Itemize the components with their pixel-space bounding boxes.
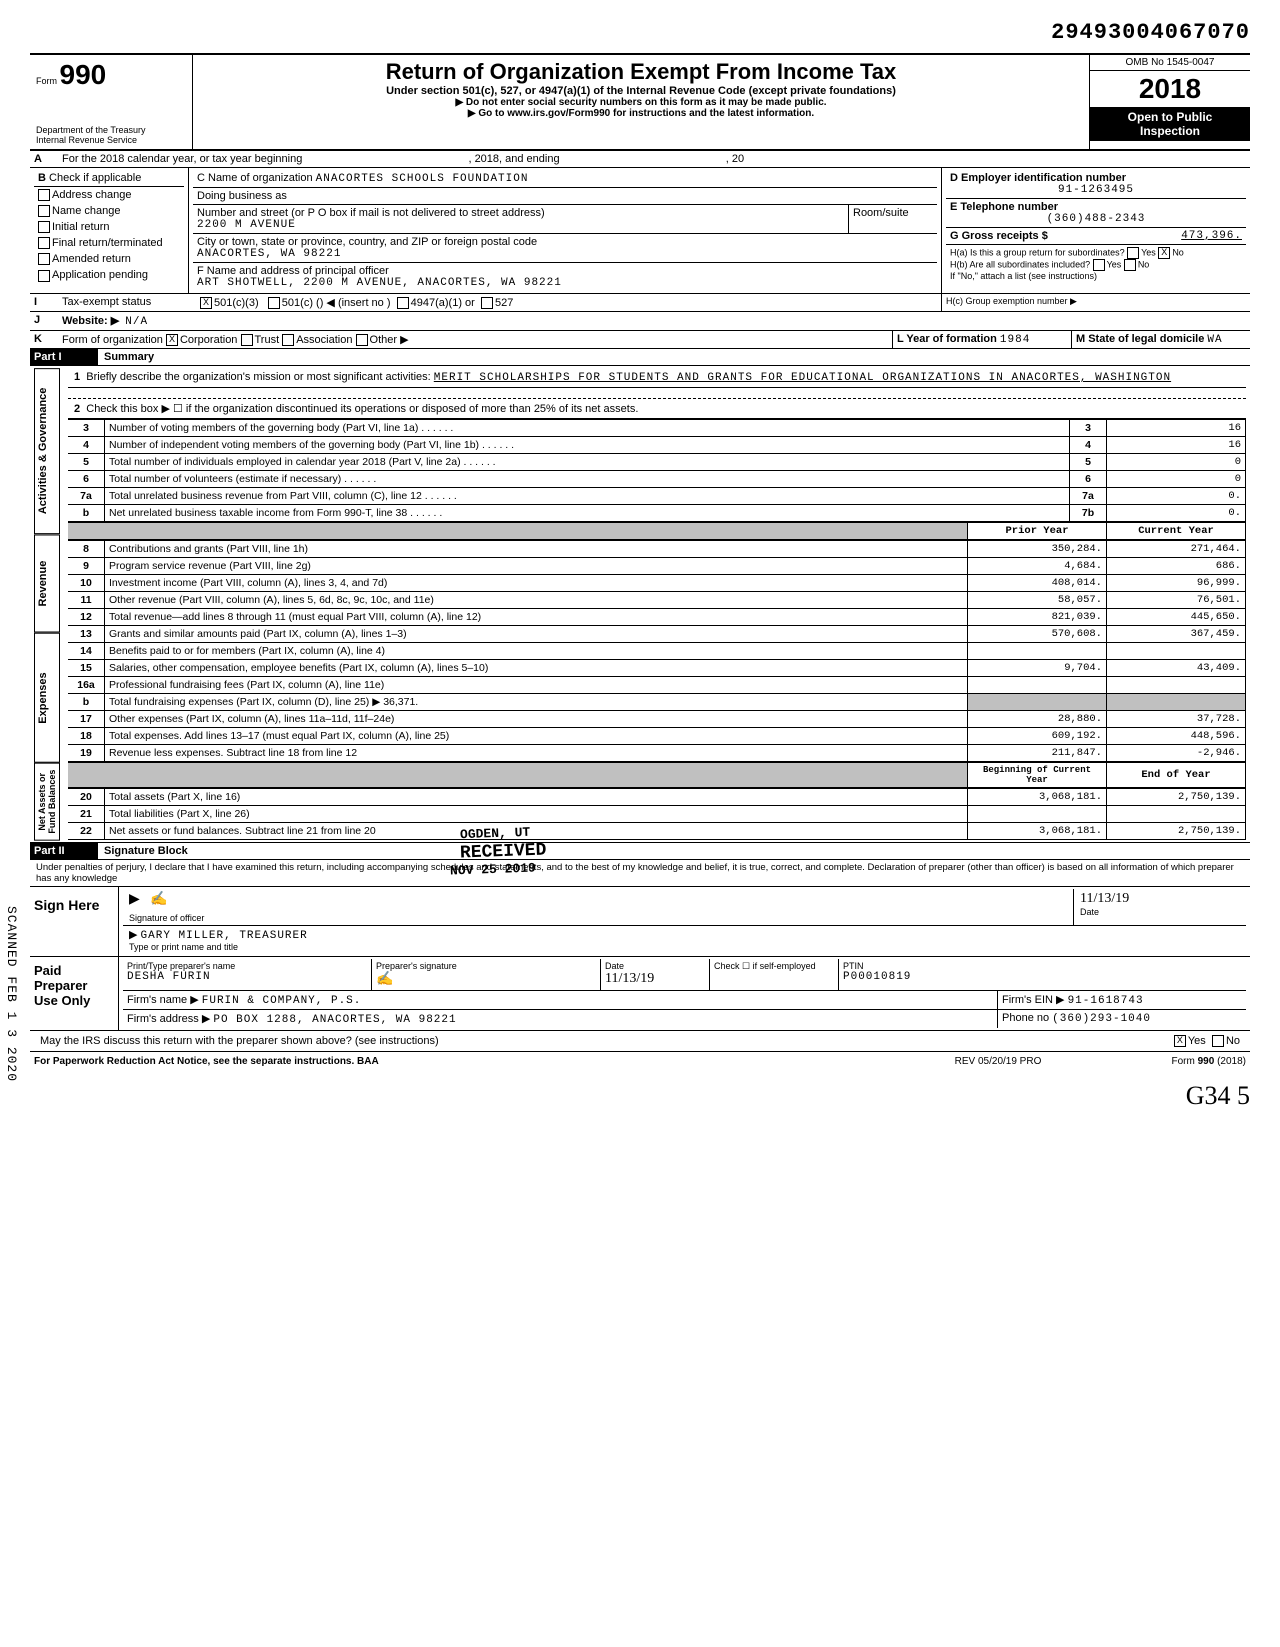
summary-line-3: 3Number of voting members of the governi… (68, 420, 1246, 437)
telephone: (360)488-2343 (950, 213, 1242, 225)
h-c: H(c) Group exemption number ▶ (941, 294, 1250, 311)
summary-line-9: 9Program service revenue (Part VIII, lin… (68, 558, 1246, 575)
part2-header: Part II Signature Block (30, 842, 1250, 859)
line-a: A For the 2018 calendar year, or tax yea… (30, 151, 1250, 168)
side-netassets: Net Assets or Fund Balances (34, 763, 60, 841)
b-name-change[interactable]: Name change (34, 203, 184, 219)
summary-line-8: 8Contributions and grants (Part VIII, li… (68, 541, 1246, 558)
summary-line-13: 13Grants and similar amounts paid (Part … (68, 626, 1246, 643)
gov-lines: 3Number of voting members of the governi… (68, 419, 1246, 522)
org-city: ANACORTES, WA 98221 (197, 248, 933, 260)
form-warn1: ▶ Do not enter social security numbers o… (199, 97, 1083, 108)
org-address: 2200 M AVENUE (197, 219, 844, 231)
line-2: 2 Check this box ▶ ☐ if the organization… (68, 399, 1246, 419)
side-governance: Activities & Governance (34, 368, 60, 534)
room-suite: Room/suite (849, 205, 937, 233)
summary-line-14: 14Benefits paid to or for members (Part … (68, 643, 1246, 660)
net-header: Beginning of Current Year End of Year (68, 762, 1246, 788)
handwritten-g34: G34 5 (30, 1081, 1250, 1111)
b-app-pending[interactable]: Application pending (34, 267, 184, 283)
firm-ein: 91-1618743 (1068, 995, 1144, 1007)
two-col-lines: 8Contributions and grants (Part VIII, li… (68, 540, 1246, 762)
summary-line-12: 12Total revenue—add lines 8 through 11 (… (68, 609, 1246, 626)
year-formation: 1984 (1000, 334, 1030, 346)
state-domicile: WA (1207, 334, 1222, 346)
dba: Doing business as (193, 188, 937, 205)
b-address-change[interactable]: Address change (34, 187, 184, 203)
sign-here-block: Sign Here ▶ ✍ Signature of officer 11/13… (30, 887, 1250, 957)
summary-line-b: bTotal fundraising expenses (Part IX, co… (68, 694, 1246, 711)
h-b: H(b) Are all subordinates included? Yes … (950, 259, 1242, 271)
summary-line-20: 20Total assets (Part X, line 16)3,068,18… (68, 789, 1246, 806)
b-initial-return[interactable]: Initial return (34, 219, 184, 235)
line-k: K Form of organization Corporation Trust… (30, 331, 1250, 349)
summary-line-15: 15Salaries, other compensation, employee… (68, 660, 1246, 677)
serial-number: 29493004067070 (30, 20, 1250, 45)
summary-line-11: 11Other revenue (Part VIII, column (A), … (68, 592, 1246, 609)
scanned-stamp: SCANNED FEB 1 3 2020 (4, 906, 19, 1082)
form-prefix: Form (36, 76, 57, 86)
net-lines: 20Total assets (Part X, line 16)3,068,18… (68, 788, 1246, 840)
summary-section: Activities & Governance Revenue Expenses… (30, 366, 1250, 842)
line-1: 1 Briefly describe the organization's mi… (68, 368, 1246, 388)
dept-treasury: Department of the Treasury Internal Reve… (36, 125, 186, 145)
h-a: H(a) Is this a group return for subordin… (950, 247, 1242, 259)
side-revenue: Revenue (34, 534, 60, 632)
nov-stamp: NOV 25 2019 (450, 861, 536, 879)
line-j: J Website: ▶ N/A (30, 312, 1250, 331)
sign-date: 11/13/19 (1080, 891, 1240, 907)
preparer-date: 11/13/19 (605, 971, 705, 987)
summary-line-18: 18Total expenses. Add lines 13–17 (must … (68, 728, 1246, 745)
officer-printed-name: GARY MILLER, TREASURER (141, 930, 308, 942)
org-name: ANACORTES SCHOOLS FOUNDATION (316, 173, 529, 185)
summary-line-21: 21Total liabilities (Part X, line 26) (68, 806, 1246, 823)
form-header: Form 990 Department of the Treasury Inte… (30, 53, 1250, 151)
firm-name: FURIN & COMPANY, P.S. (202, 995, 362, 1007)
line-i: I Tax-exempt status 501(c)(3) 501(c) () … (30, 293, 1250, 312)
summary-line-7a: 7aTotal unrelated business revenue from … (68, 488, 1246, 505)
b-final-return[interactable]: Final return/terminated (34, 235, 184, 251)
side-expenses: Expenses (34, 633, 60, 763)
gross-receipts: 473,396. (1181, 230, 1242, 242)
ptin: P00010819 (843, 971, 1242, 983)
discuss-row: May the IRS discuss this return with the… (30, 1031, 1250, 1052)
identity-block: B Check if applicable Address change Nam… (30, 168, 1250, 293)
open-public: Open to PublicInspection (1090, 108, 1250, 141)
perjury-declaration: Under penalties of perjury, I declare th… (30, 859, 1250, 887)
summary-line-17: 17Other expenses (Part IX, column (A), l… (68, 711, 1246, 728)
summary-line-16a: 16aProfessional fundraising fees (Part I… (68, 677, 1246, 694)
form-warn2: ▶ Go to www.irs.gov/Form990 for instruct… (199, 108, 1083, 119)
page-footer: For Paperwork Reduction Act Notice, see … (30, 1052, 1250, 1071)
part1-header: Part I Summary (30, 349, 1250, 366)
omb-number: OMB No 1545-0047 (1090, 55, 1250, 71)
summary-line-10: 10Investment income (Part VIII, column (… (68, 575, 1246, 592)
b-heading: Check if applicable (49, 172, 141, 184)
two-col-header: Prior Year Current Year (68, 522, 1246, 540)
ein: 91-1263495 (950, 184, 1242, 196)
b-amended[interactable]: Amended return (34, 251, 184, 267)
summary-line-b: bNet unrelated business taxable income f… (68, 505, 1246, 522)
website: N/A (125, 316, 148, 328)
form-title: Return of Organization Exempt From Incom… (199, 59, 1083, 85)
mission-text: MERIT SCHOLARSHIPS FOR STUDENTS AND GRAN… (434, 372, 1171, 384)
summary-line-22: 22Net assets or fund balances. Subtract … (68, 823, 1246, 840)
tax-year: 2018 (1090, 71, 1250, 108)
form-subtitle: Under section 501(c), 527, or 4947(a)(1)… (199, 85, 1083, 97)
firm-address: PO BOX 1288, ANACORTES, WA 98221 (213, 1014, 456, 1026)
ogden-stamp: OGDEN, UT (460, 825, 531, 842)
form-number: 990 (60, 59, 107, 90)
summary-line-19: 19Revenue less expenses. Subtract line 1… (68, 745, 1246, 762)
summary-line-5: 5Total number of individuals employed in… (68, 454, 1246, 471)
officer-name-addr: ART SHOTWELL, 2200 M AVENUE, ANACORTES, … (197, 277, 933, 289)
summary-line-4: 4Number of independent voting members of… (68, 437, 1246, 454)
h-b-note: If "No," attach a list (see instructions… (950, 271, 1242, 281)
preparer-name: DESHA FURIN (127, 971, 367, 983)
firm-phone: (360)293-1040 (1052, 1013, 1151, 1025)
summary-line-6: 6Total number of volunteers (estimate if… (68, 471, 1246, 488)
paid-preparer-block: Paid Preparer Use Only Print/Type prepar… (30, 957, 1250, 1031)
